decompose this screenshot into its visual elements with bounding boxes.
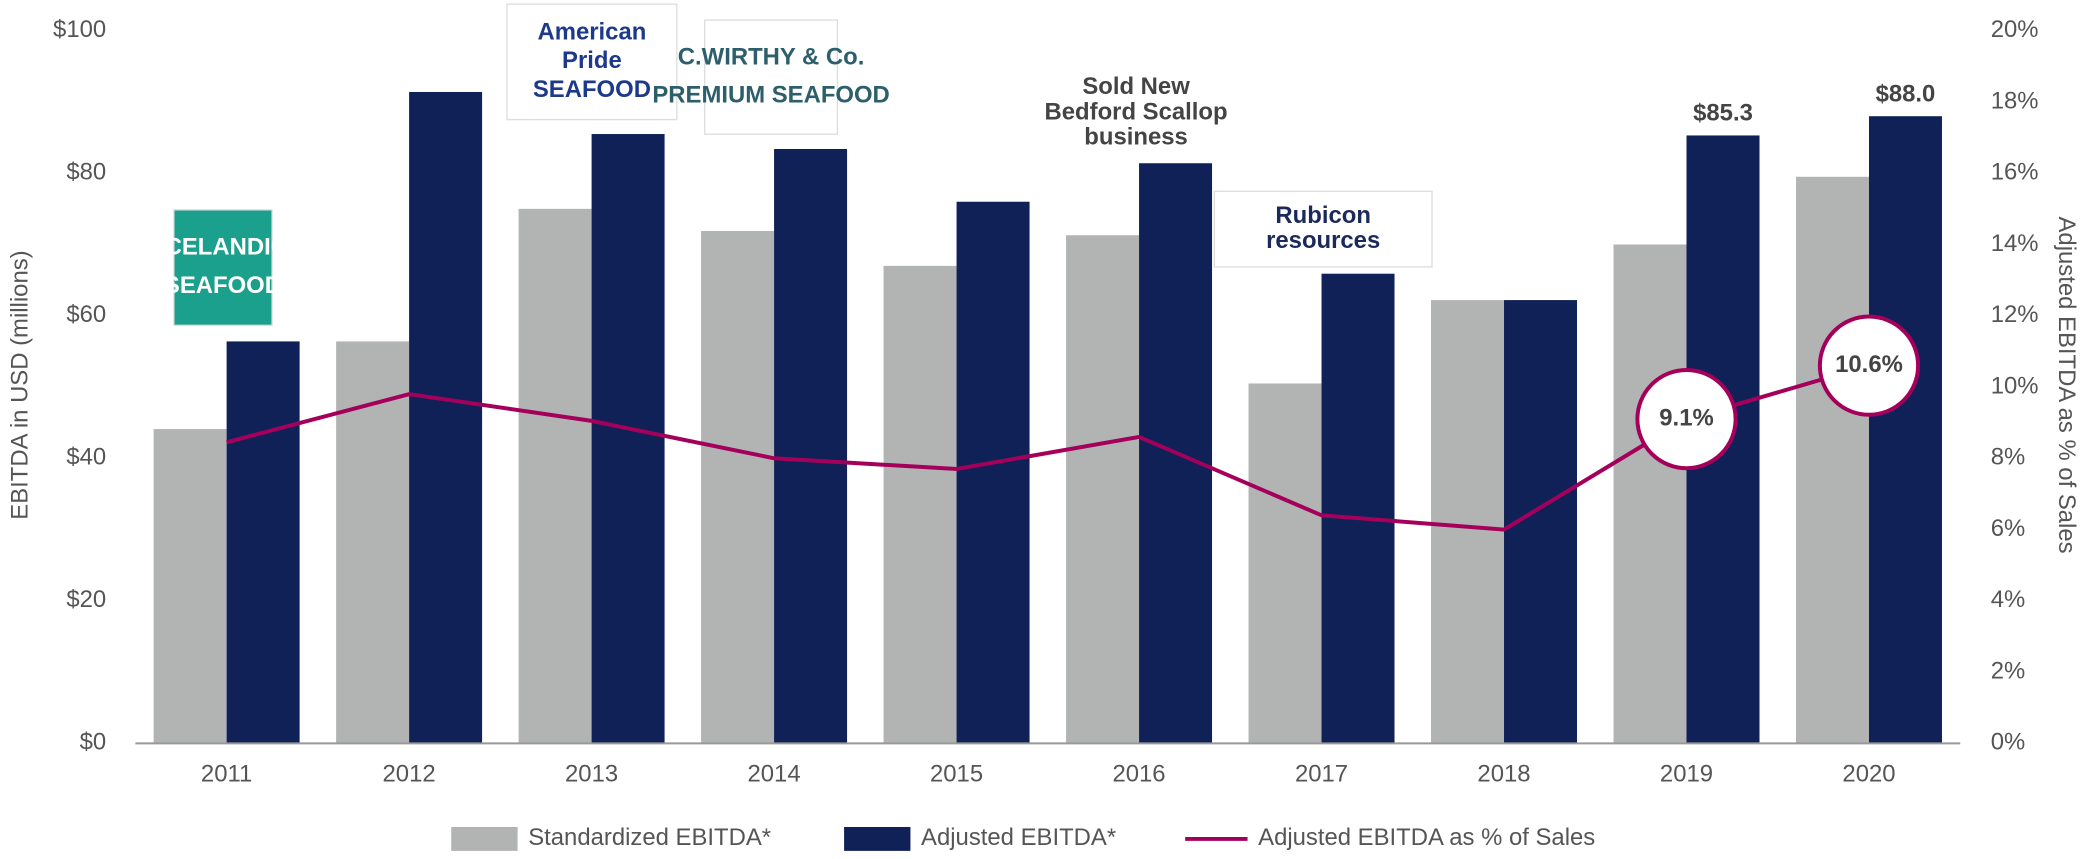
- x-tick-label: 2012: [383, 761, 436, 788]
- bar: [591, 134, 665, 744]
- y2-tick-label: 8%: [1991, 444, 2026, 471]
- x-tick-label: 2011: [201, 761, 252, 788]
- x-tick-label: 2014: [748, 761, 801, 788]
- logo-box: [506, 3, 678, 121]
- legend-label: Adjusted EBITDA*: [921, 824, 1116, 851]
- annotation: business: [1084, 123, 1188, 150]
- bar-value-label: $85.3: [1693, 100, 1753, 127]
- bar: [701, 230, 775, 744]
- y2-tick-label: 12%: [1991, 301, 2039, 328]
- annotation: Sold New: [1082, 73, 1190, 100]
- bar: [1066, 235, 1140, 744]
- legend-swatch: [451, 826, 518, 851]
- logo-box: [173, 209, 273, 326]
- y2-tick-label: 18%: [1991, 87, 2039, 114]
- logo-text: ICELANDIC: [158, 234, 288, 261]
- y-tick-label: $40: [66, 444, 106, 471]
- bar: [956, 201, 1030, 744]
- y-tick-label: $0: [80, 729, 107, 756]
- x-tick-label: 2020: [1842, 761, 1895, 788]
- y-tick-label: $20: [66, 586, 106, 613]
- bar: [409, 91, 483, 744]
- bar: [1431, 300, 1505, 744]
- y2-tick-label: 16%: [1991, 159, 2039, 186]
- line-value-label: 9.1%: [1659, 404, 1713, 431]
- bar: [1321, 273, 1395, 744]
- line-marker: [1635, 368, 1738, 471]
- y2-tick-label: 0%: [1991, 729, 2026, 756]
- y2-tick-label: 6%: [1991, 515, 2026, 542]
- logo-text: American: [538, 18, 647, 45]
- y-axis-label: EBITDA in USD (millions): [7, 250, 34, 519]
- bar: [774, 148, 848, 744]
- y-tick-label: $100: [53, 16, 106, 43]
- y2-tick-label: 2%: [1991, 657, 2026, 684]
- logo-text: Pride: [562, 47, 622, 74]
- logo-text: SEAFOOD: [164, 272, 282, 299]
- line-marker: [1817, 314, 1921, 417]
- bar: [153, 429, 227, 744]
- bar: [226, 341, 300, 744]
- bar: [1613, 244, 1687, 744]
- bar: [336, 341, 410, 744]
- y2-tick-label: 4%: [1991, 586, 2026, 613]
- x-tick-label: 2019: [1660, 761, 1713, 788]
- logo-text: Rubicon: [1275, 202, 1371, 229]
- y-tick-label: $80: [66, 159, 106, 186]
- legend-label: Standardized EBITDA*: [528, 824, 771, 851]
- x-tick-label: 2015: [930, 761, 983, 788]
- bar-value-label: $88.0: [1876, 80, 1936, 107]
- logo-text: PREMIUM SEAFOOD: [652, 81, 889, 108]
- logo-text: C.WIRTHY & Co.: [678, 43, 865, 70]
- legend-swatch: [844, 826, 911, 851]
- bar: [518, 208, 592, 744]
- y2-tick-label: 20%: [1991, 16, 2039, 43]
- x-tick-label: 2018: [1477, 761, 1530, 788]
- line-value-label: 10.6%: [1835, 351, 1903, 378]
- line: [226, 363, 1870, 532]
- logo-box: [1213, 190, 1433, 268]
- legend-label: Adjusted EBITDA as % of Sales: [1258, 824, 1595, 851]
- y2-axis-label: Adjusted EBITDA as % of Sales: [2053, 217, 2080, 554]
- bar: [1795, 176, 1869, 744]
- x-tick-label: 2017: [1295, 761, 1348, 788]
- logo-text: resources: [1266, 227, 1380, 254]
- y2-tick-label: 10%: [1991, 372, 2039, 399]
- y2-tick-label: 14%: [1991, 230, 2039, 257]
- annotation: Bedford Scallop: [1045, 98, 1228, 125]
- x-tick-label: 2016: [1112, 761, 1165, 788]
- logo-text: SEAFOOD: [533, 76, 651, 103]
- bar: [883, 265, 957, 744]
- x-tick-label: 2013: [565, 761, 618, 788]
- logo-box: [704, 19, 839, 135]
- y-tick-label: $60: [66, 301, 106, 328]
- bar: [1868, 116, 1942, 744]
- bar: [1248, 383, 1322, 744]
